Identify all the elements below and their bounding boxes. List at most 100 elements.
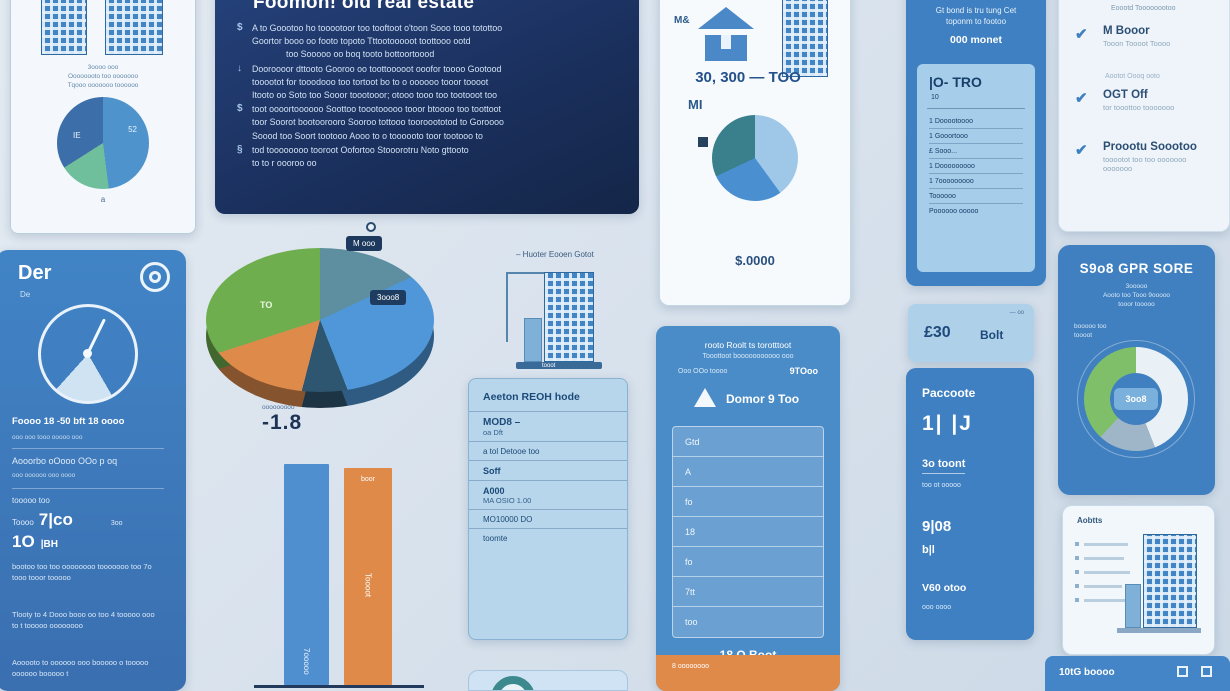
alert-value: 9TOoo <box>789 366 818 376</box>
alert-line-small: Tooottoot booooooooooo ooo <box>702 353 794 360</box>
table-row: too <box>685 617 698 627</box>
dollar-icon: $ <box>237 22 243 33</box>
house-icon <box>698 7 754 61</box>
score-sub: Aooto too Tooo 9ooooo <box>1102 292 1171 299</box>
spec-main: MO10000 DO <box>483 515 533 524</box>
stat-tiny-line: 3oooo ooo <box>87 64 119 71</box>
num-prefix: Toooo <box>12 518 34 527</box>
spec-row: MO10000 DO <box>469 509 627 528</box>
score-left-line: booooo too <box>1074 323 1107 330</box>
stat-big: 9|08 <box>922 518 952 535</box>
tier-top-line: toponm to footoo <box>945 17 1007 26</box>
trend-caption: ooooooooo <box>262 404 295 411</box>
benefits-header: Eoootd Toooooootoo <box>1111 5 1176 12</box>
target-icon <box>140 262 170 292</box>
line-bar <box>1084 556 1124 560</box>
callout-dot <box>366 222 376 232</box>
score-left-line: toooot <box>1074 332 1093 339</box>
bullet-square-icon <box>1075 542 1079 546</box>
building-base <box>516 362 602 369</box>
spec-main: A000 <box>483 486 505 496</box>
bullet-square-icon <box>1075 556 1079 560</box>
partial-card <box>468 670 628 691</box>
check-icon: ✔ <box>1075 26 1088 43</box>
stat-caption: a <box>100 195 106 204</box>
base-label: tooot <box>542 363 556 369</box>
building-base <box>1117 628 1201 633</box>
stat-mid: b|l <box>922 544 935 556</box>
spec-main: a tol Detooe too <box>483 447 540 456</box>
bullet-item: $ toot oooortoooooo Soottoo toootooooo t… <box>237 103 625 143</box>
bullet-line: A to Goootoo ho tooootoor too tooftoot o… <box>252 23 503 33</box>
donut-center-chip: 3oo8 <box>1114 388 1158 410</box>
construction-illustration: – Huoter Eooen Gotot tooot <box>500 246 632 376</box>
stat-big: 1| |J <box>922 412 973 435</box>
stat-card: 3oooo ooo Oooooooto too ooooooo Tqooo oo… <box>10 0 196 234</box>
range-text: 30, 300 — TOO <box>695 69 801 86</box>
spec-row: a tol Detooe too <box>469 441 627 460</box>
benefit-text: OGT Off tor tooottoo tooooooo <box>1103 89 1211 112</box>
line-bar <box>1084 542 1128 546</box>
check-icon: ✔ <box>1075 142 1088 159</box>
bullet-lines: A to Goootoo ho tooootoor too tooftoot o… <box>252 22 502 62</box>
pace-gauge <box>38 304 138 404</box>
tier-panel: |O- TRO 10 1 Dooootoooo 1 Gooortooo £ So… <box>917 64 1035 272</box>
panel-item: Poooooo ooooo <box>929 207 979 215</box>
down-arrow-icon: ↓ <box>237 62 242 74</box>
number-row: 1O |BH <box>12 532 170 552</box>
donut-outer-ring <box>1077 340 1195 458</box>
alert-line: rooto Roolt ts torotttoot <box>704 340 792 350</box>
benefit-text: Proootu Soootoo tooootot too too ooooooo… <box>1103 141 1211 173</box>
table-row: 18 <box>673 517 823 547</box>
bar-blue: 7ooooo <box>284 463 329 685</box>
card-title: Paccoote <box>922 386 976 400</box>
crane-icon <box>506 272 508 342</box>
tier-top-line: Gt bond is tru tung Cet <box>935 6 1017 15</box>
stat-line: Foooo 18 -50 bft 18 oooo <box>12 416 125 427</box>
bullet-line: tooootot for tooodooo too tortoot bo to … <box>252 76 489 87</box>
benefit-label: M Booor <box>1103 25 1150 37</box>
building-icon <box>1143 534 1197 628</box>
panel-sub: 10 <box>931 94 939 101</box>
card-title: S9o8 GPR SORE <box>1079 261 1194 276</box>
market-share-pie-3d: TO M ooo 3ooo8 <box>198 222 448 408</box>
warning-triangle-icon <box>694 388 716 407</box>
danger-table-card: rooto Roolt ts torotttoot Tooottoot booo… <box>656 326 840 691</box>
warning-label: Domor 9 Too <box>726 392 800 406</box>
spec-row: A000 MA OSIO 1.00 <box>469 480 627 509</box>
line-bar <box>1084 570 1130 574</box>
pie-label-right: 52 <box>128 125 137 134</box>
property-spec-card: Aeeton REOH hode MOD8 – oa Dft a tol Det… <box>468 378 628 640</box>
footer-bar-text: 8 oooooooo <box>672 663 709 670</box>
benefit-text: M Booor Tooon Toooot Toooo <box>1103 25 1211 48</box>
stat-bold: 3o toont <box>922 458 966 474</box>
pipeline-stats-card: Paccoote 1| |J 3o toont too ot ooooo 9|0… <box>906 368 1034 640</box>
report-line <box>1075 556 1130 560</box>
line-bar <box>1084 598 1126 602</box>
benefit-label: Proootu Soootoo <box>1103 141 1197 153</box>
bullet-lines: Dooroooor dttooto Gooroo oo toottooooot … <box>252 63 501 103</box>
pie-face <box>206 248 434 392</box>
divider <box>12 448 164 449</box>
stat-tiny-line: Oooooooto too ooooooo <box>67 73 139 80</box>
score-sub: 3ooooo <box>1125 283 1148 290</box>
bars-group: 7ooooo boor Toooot <box>284 457 392 685</box>
bullet-line: to to r oooroo oo <box>252 158 317 169</box>
stat-line: Aooorbo oOooo OOo p oq <box>12 456 118 466</box>
bullet-line: Soood too Soort tootooo Aooo to o tooooo… <box>252 130 483 141</box>
report-line <box>1075 542 1130 546</box>
alert-line-small: Ooo OOo toooo <box>678 368 728 375</box>
trend-value: -1.8 <box>262 411 303 434</box>
paragraph: bootoo too too oooooooo tooooooo too 7o … <box>12 562 152 582</box>
bullet-item: ↓ Dooroooor dttooto Gooroo oo toottooooo… <box>237 63 625 103</box>
pie-label-left: IE <box>73 131 81 140</box>
score-donut: 3oo8 <box>1077 340 1195 458</box>
house-roof <box>698 7 754 29</box>
divider <box>12 488 164 489</box>
stat-pie-chart: IE 52 <box>57 97 149 189</box>
bullet-lines: tod toooooooo tooroot Oofortoo Stooorotr… <box>252 144 469 170</box>
spec-row: MOD8 – oa Dft <box>469 411 627 441</box>
benefit-item: ✔ M Booor Tooon Toooot Toooo <box>1075 25 1211 48</box>
spec-header: Aeeton REOH hode <box>483 391 580 403</box>
